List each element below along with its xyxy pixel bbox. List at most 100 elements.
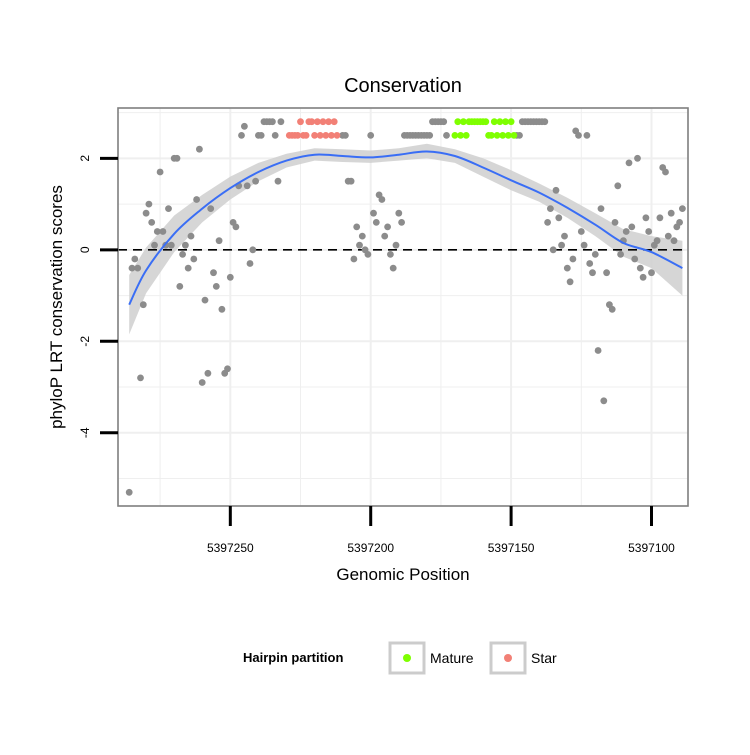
data-point-mature <box>451 132 459 139</box>
data-point <box>625 159 633 167</box>
data-point <box>187 232 195 240</box>
data-point <box>662 168 669 176</box>
data-point <box>207 205 215 213</box>
y-tick-label: -2 <box>78 336 92 347</box>
data-point <box>159 228 167 235</box>
data-point <box>125 488 133 496</box>
data-point <box>566 278 574 286</box>
data-point <box>440 118 448 126</box>
x-axis-title: Genomic Position <box>336 565 469 584</box>
data-points <box>125 118 686 496</box>
data-point <box>350 255 358 263</box>
data-point <box>589 269 596 277</box>
data-point <box>342 132 349 139</box>
data-point <box>151 241 158 249</box>
data-point <box>608 305 616 313</box>
data-point <box>257 132 265 139</box>
data-point <box>218 305 226 313</box>
data-point-mature <box>482 118 490 126</box>
data-point-mature <box>454 118 462 126</box>
y-tick-label: 0 <box>78 246 92 253</box>
data-point-star <box>311 132 318 139</box>
data-point <box>274 177 282 185</box>
data-point <box>563 264 571 272</box>
data-point <box>569 255 577 263</box>
data-point <box>614 182 622 190</box>
data-point-star <box>328 132 335 139</box>
data-point <box>395 209 403 217</box>
data-point <box>591 251 599 258</box>
data-point <box>358 232 366 240</box>
data-point <box>426 132 434 139</box>
x-tick-label: 5397200 <box>347 541 394 555</box>
data-point <box>594 347 602 354</box>
data-point <box>381 232 389 240</box>
data-point-star <box>314 118 321 126</box>
data-point <box>210 269 217 277</box>
data-point-mature <box>499 132 507 139</box>
data-point <box>558 241 565 249</box>
data-point-mature <box>504 132 512 139</box>
data-point <box>131 255 139 263</box>
data-point <box>392 241 400 249</box>
data-point <box>145 200 153 208</box>
data-point <box>603 269 610 277</box>
data-point <box>241 122 248 130</box>
data-point <box>664 232 672 240</box>
data-point-star <box>325 118 332 126</box>
data-point <box>165 205 172 213</box>
data-point <box>648 269 655 277</box>
grid <box>118 108 688 506</box>
data-point <box>153 228 161 235</box>
data-point <box>516 132 523 139</box>
y-tick-label: -4 <box>78 427 92 438</box>
data-point <box>670 237 678 245</box>
data-point-star <box>322 132 330 139</box>
data-point <box>347 177 355 185</box>
data-point <box>597 205 605 213</box>
data-point <box>544 219 551 226</box>
data-point-mature <box>460 118 467 126</box>
data-point <box>148 219 156 226</box>
data-point <box>269 118 276 126</box>
data-point-mature <box>496 118 504 126</box>
data-point <box>249 246 257 254</box>
data-point <box>204 369 212 377</box>
data-point <box>617 251 624 258</box>
data-point <box>243 182 251 190</box>
data-point <box>193 196 201 203</box>
data-point <box>676 219 683 226</box>
data-point <box>443 132 450 139</box>
y-tick-label: 2 <box>78 155 92 162</box>
data-point <box>232 223 240 231</box>
data-point <box>653 237 661 245</box>
y-axis-title: phyloP LRT conservation scores <box>47 185 66 429</box>
data-point-star <box>330 118 338 126</box>
data-point <box>389 264 397 272</box>
data-point <box>246 260 254 267</box>
data-point-star <box>294 132 302 139</box>
data-point <box>541 118 549 126</box>
panel-border <box>117 107 689 507</box>
data-point <box>667 209 675 217</box>
data-point <box>575 132 582 139</box>
data-point <box>173 154 181 162</box>
data-point <box>212 283 220 290</box>
data-point <box>628 223 636 231</box>
data-point <box>356 241 363 249</box>
data-point <box>549 246 557 254</box>
data-point-mature <box>493 132 501 139</box>
legend-marker-star <box>504 654 512 662</box>
data-point <box>128 264 136 272</box>
data-point <box>134 264 142 272</box>
data-point <box>252 177 259 185</box>
data-point <box>577 228 585 235</box>
data-point-star <box>316 132 324 139</box>
data-point-mature <box>490 118 498 126</box>
data-point <box>201 296 209 304</box>
data-point-mature <box>457 132 464 139</box>
data-point <box>552 186 560 194</box>
data-point <box>631 255 639 263</box>
